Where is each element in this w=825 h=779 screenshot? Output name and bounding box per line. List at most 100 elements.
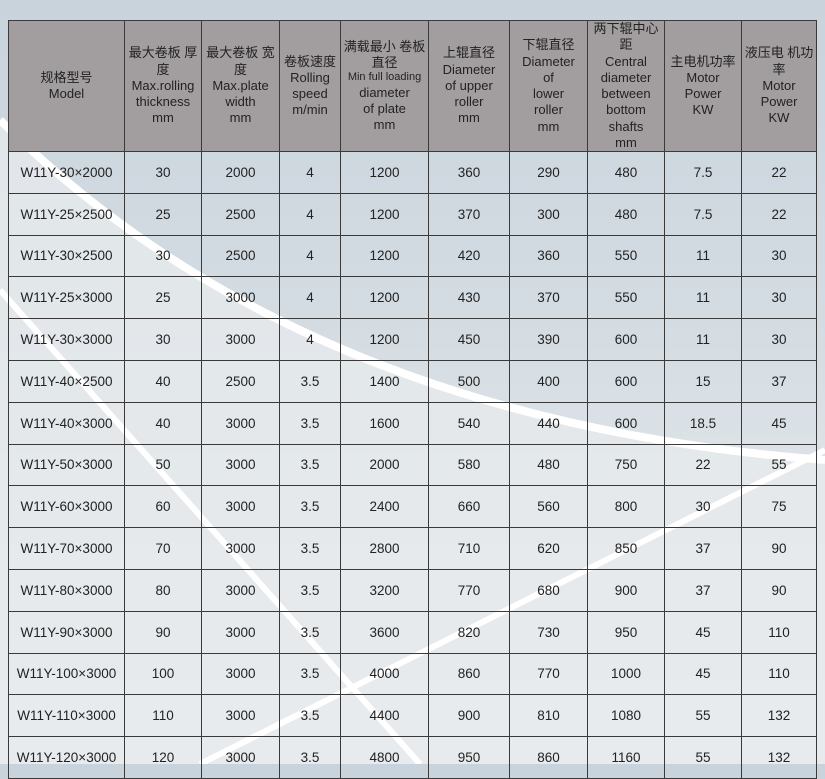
table-cell: 4 [279,151,341,194]
table-cell: 22 [741,192,817,236]
table-cell: 22 [664,443,742,487]
table-cell: W11Y-25×3000 [8,276,125,320]
table-cell: 2400 [340,485,429,529]
table-cell: 22 [741,151,817,194]
table-cell: 4 [279,234,341,278]
table-cell: 550 [587,234,665,278]
table-cell: 110 [124,694,202,738]
table-cell: 30 [124,151,202,194]
table-cell: 132 [741,736,817,779]
table-cell: 950 [428,736,510,779]
header-en: Motor [686,69,720,85]
table-cell: W11Y-40×2500 [8,359,125,403]
table-cell: 2500 [201,234,280,278]
table-cell: 30 [124,234,202,278]
specification-table: 规格型号 Model 最大卷板 厚度 Max.rolling thickness mm 最大… [8,20,817,779]
table-cell: 1080 [587,694,665,738]
header-en: Diameter [522,53,575,69]
table-cell: 3000 [201,694,280,738]
header-en: lower [532,86,565,101]
table-cell: 45 [664,610,742,654]
header-en: diameter [359,84,410,100]
table-cell: 600 [587,359,665,403]
header-en: of plate [363,101,406,116]
table-cell: 430 [428,276,510,320]
table-cell: 11 [664,234,742,278]
table-cell: 40 [124,401,202,445]
table-cell: W11Y-90×3000 [8,610,125,654]
table-cell: 25 [124,192,202,236]
table-row: W11Y-90×3000 90 3000 3.5 3600 820 730 950 45 110 [8,610,817,654]
table-cell: 3000 [201,527,280,570]
table-cell: W11Y-25×2500 [8,192,125,236]
table-cell: 3.5 [279,401,341,445]
table-cell: 2000 [201,151,280,194]
header-zh: 规格型号 [40,69,93,85]
table-cell: 55 [741,443,817,487]
table-row: W11Y-70×3000 70 3000 3.5 2800 710 620 850 37 90 [8,527,817,570]
column-header: 最大卷板 厚度 Max.rolling thickness mm [124,20,202,152]
table-cell: 90 [741,527,817,570]
table-cell: 810 [509,694,588,738]
table-cell: 11 [664,318,742,361]
table-cell: 90 [124,610,202,654]
header-en: Diameter [442,61,496,77]
table-cell: 75 [741,485,817,529]
table-cell: 3600 [340,610,429,654]
header-row: 规格型号 Model 最大卷板 厚度 Max.rolling thickness mm 最大… [8,20,817,152]
column-header: 满载最小 卷板直径 Min full loading diameter of plat… [340,20,429,152]
header-zh: 上辊直径 [442,45,495,61]
table-cell: 3000 [201,318,280,361]
table-cell: 11 [664,276,742,320]
table-cell: 4400 [340,694,429,738]
table-cell: 4 [279,276,341,320]
table-cell: 4000 [340,652,429,696]
table-cell: 860 [509,736,588,779]
table-cell: 3000 [201,443,280,487]
column-header: 规格型号 Model [8,20,125,152]
table-cell: 3.5 [279,652,341,696]
header-zh: 满载最小 卷板直径 [343,38,426,70]
table-cell: 4 [279,318,341,361]
table-cell: 3.5 [279,527,341,570]
table-cell: 710 [428,527,510,570]
table-cell: 500 [428,359,510,403]
table-cell: 7.5 [664,151,742,194]
table-cell: 7.5 [664,192,742,236]
table-cell: 1000 [587,652,665,696]
table-cell: 370 [509,276,588,320]
table-cell: 450 [428,318,510,361]
table-row: W11Y-30×3000 30 3000 4 1200 450 390 600 11 30 [8,318,817,361]
table-cell: 55 [664,694,742,738]
table-cell: 1200 [340,151,429,194]
table-cell: 3.5 [279,485,341,529]
table-cell: 750 [587,443,665,487]
table-cell: W11Y-30×3000 [8,318,125,361]
table-cell: 25 [124,276,202,320]
table-cell: 3.5 [279,359,341,403]
table-cell: W11Y-80×3000 [8,568,125,612]
header-en: diameter [600,69,652,85]
header-en: mm [229,110,252,126]
table-cell: 55 [664,736,742,779]
table-cell: 1600 [340,401,429,445]
header-en: of [543,69,554,85]
table-row: W11Y-100×3000 100 3000 3.5 4000 860 770 1000 45 1… [8,652,817,696]
table-cell: 1200 [340,192,429,236]
table-cell: 110 [741,610,817,654]
table-row: W11Y-25×3000 25 3000 4 1200 430 370 550 11 30 [8,276,817,320]
table-cell: 50 [124,443,202,487]
table-cell: 420 [428,234,510,278]
table-cell: 3.5 [279,736,341,779]
column-header: 下辊直径 Diameter of lower roller mm [509,20,588,152]
table-cell: 1400 [340,359,429,403]
header-en: mm [458,110,480,126]
table-cell: 18.5 [664,401,742,445]
header-en: of upper [445,77,493,93]
column-header: 液压电 机功率 Motor Power KW [741,20,817,152]
table-cell: 110 [741,652,817,696]
table-cell: 30 [741,276,817,320]
table-cell: 2500 [201,359,280,403]
table-cell: W11Y-110×3000 [8,694,125,738]
header-en: Model [48,86,85,101]
